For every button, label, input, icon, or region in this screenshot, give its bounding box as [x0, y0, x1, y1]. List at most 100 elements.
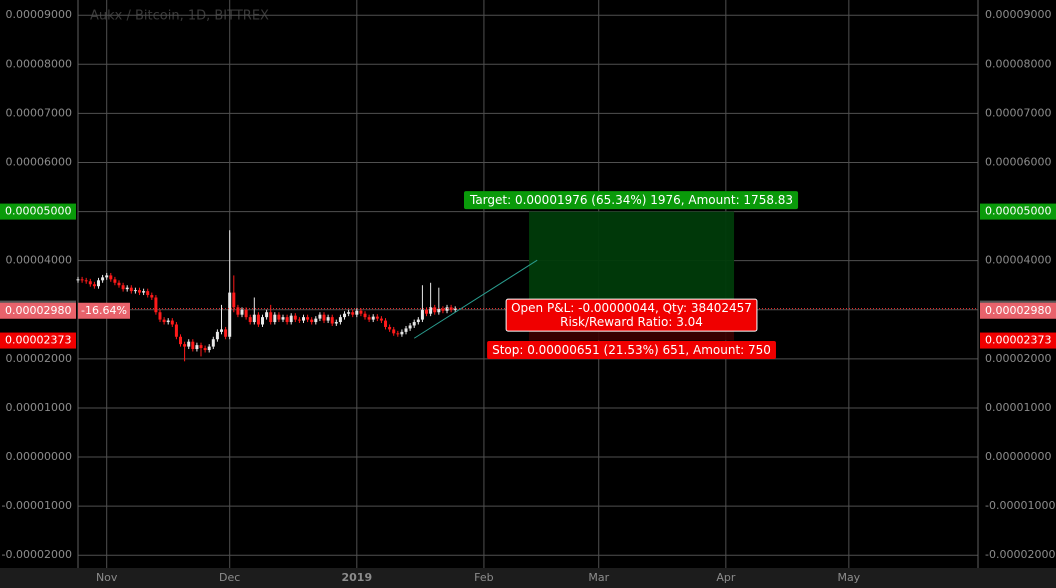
candle-body [220, 329, 224, 332]
x-tick-label: Apr [716, 571, 736, 584]
y-tick-label: 0.00007000 [985, 106, 1051, 119]
y-tick-label: 0.00002000 [6, 352, 72, 365]
x-tick-label: Feb [474, 571, 493, 584]
change-label: -16.64% [81, 304, 127, 317]
candle-body [412, 322, 416, 326]
candle-body [195, 345, 199, 350]
stop-label-box [487, 341, 776, 360]
candle-body [302, 317, 306, 321]
candle-body [215, 331, 219, 340]
price-tag [980, 302, 1056, 319]
candle-body [400, 331, 404, 335]
candle-body [371, 316, 375, 320]
candle-body [429, 307, 433, 314]
candle-body [252, 314, 256, 323]
y-tick-label: -0.00001000 [2, 499, 72, 512]
y-tick-label: 0.00004000 [6, 254, 72, 267]
candle-body [441, 308, 445, 311]
y-tick-label: 0.00000000 [985, 450, 1051, 463]
candle-body [388, 326, 392, 330]
target-zone [529, 211, 735, 309]
candle-body [203, 348, 207, 351]
x-tick-label: 2019 [342, 571, 373, 584]
candle-body [187, 341, 191, 347]
candle-body [359, 310, 363, 314]
price-tag-label: 0.00002980 [985, 304, 1051, 317]
price-tag [980, 203, 1056, 220]
candle-body [338, 317, 342, 323]
candle-body [384, 320, 388, 327]
candle-body [105, 275, 109, 278]
candle-body [285, 317, 289, 323]
x-tick-label: May [837, 571, 860, 584]
candle-body [240, 309, 244, 315]
candle-body [293, 315, 297, 320]
candle-body [162, 319, 166, 323]
candle-body [322, 314, 326, 321]
candle-body [326, 317, 330, 321]
candle-body [281, 317, 285, 320]
candle-body [437, 308, 441, 313]
candle-body [84, 280, 88, 282]
candle-body [297, 319, 301, 321]
candle-body [125, 287, 129, 290]
y-tick-label: -0.00002000 [2, 548, 72, 561]
price-tag-label: 0.00002373 [985, 334, 1051, 347]
candle-body [113, 279, 117, 283]
rr-label: Risk/Reward Ratio: 3.04 [560, 315, 703, 329]
candle-body [146, 291, 150, 296]
candle-body [129, 287, 133, 292]
candle-body [191, 341, 195, 350]
candle-body [174, 324, 178, 337]
candle-body [158, 312, 162, 320]
candle-body [232, 292, 236, 308]
price-tag-label: 0.00002980 [5, 304, 71, 317]
candle-body [289, 315, 293, 323]
price-tag-label: 0.00002373 [5, 334, 71, 347]
candle-body [425, 309, 429, 314]
candle-body [101, 277, 105, 281]
candle-body [236, 307, 240, 315]
y-tick-label: 0.00002000 [985, 352, 1051, 365]
target-label: Target: 0.00001976 (65.34%) 1976, Amount… [469, 193, 793, 207]
y-tick-label: 0.00001000 [6, 401, 72, 414]
candle-body [199, 345, 203, 349]
trend-line [413, 259, 538, 339]
candle-body [179, 336, 183, 345]
candle-body [367, 317, 371, 320]
candle-body [334, 322, 338, 324]
candle-body [392, 329, 396, 334]
candle-body [379, 318, 383, 321]
target-label-box [463, 191, 799, 210]
y-tick-label: 0.00000000 [6, 450, 72, 463]
candle-body [228, 292, 232, 337]
candle-body [142, 291, 146, 293]
candle-body [363, 313, 367, 318]
candle-body [154, 297, 158, 313]
y-tick-label: 0.00001000 [985, 401, 1051, 414]
x-tick-label: Nov [96, 571, 118, 584]
change-box [78, 302, 130, 319]
candle-body [396, 333, 400, 335]
candle-body [408, 325, 412, 329]
candle-body [92, 284, 96, 287]
candle-body [314, 318, 318, 323]
candle-body [416, 319, 420, 323]
candle-body [330, 317, 334, 324]
candle-body [117, 282, 121, 286]
candle-body [310, 319, 314, 323]
candle-body [355, 310, 359, 315]
candle-body [150, 295, 154, 298]
y-tick-label: 0.00004000 [985, 254, 1051, 267]
candle-body [347, 312, 351, 314]
candle-body [453, 308, 457, 310]
y-tick-label: 0.00006000 [985, 155, 1051, 168]
y-tick-label: 0.00008000 [985, 57, 1051, 70]
candle-body [277, 314, 281, 320]
candle-body [261, 317, 265, 325]
candle-body [318, 314, 322, 319]
price-tag [0, 332, 76, 349]
price-tag-label: 0.00005000 [985, 205, 1051, 218]
